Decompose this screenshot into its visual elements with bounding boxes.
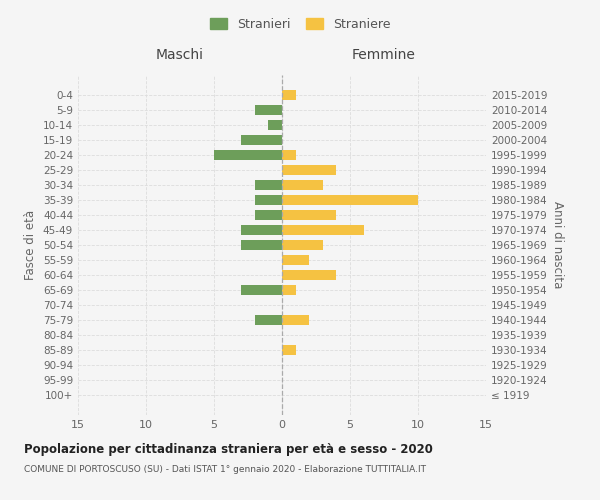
- Bar: [255, 195, 282, 205]
- Text: Maschi: Maschi: [156, 48, 204, 62]
- Bar: [255, 315, 282, 324]
- Bar: [282, 166, 337, 175]
- Bar: [282, 285, 296, 295]
- Text: COMUNE DI PORTOSCUSO (SU) - Dati ISTAT 1° gennaio 2020 - Elaborazione TUTTITALIA: COMUNE DI PORTOSCUSO (SU) - Dati ISTAT 1…: [24, 466, 426, 474]
- Bar: [282, 345, 296, 354]
- Bar: [282, 240, 323, 250]
- Legend: Stranieri, Straniere: Stranieri, Straniere: [206, 14, 394, 34]
- Bar: [282, 90, 296, 100]
- Bar: [282, 150, 296, 160]
- Text: Popolazione per cittadinanza straniera per età e sesso - 2020: Popolazione per cittadinanza straniera p…: [24, 442, 433, 456]
- Bar: [241, 285, 282, 295]
- Y-axis label: Anni di nascita: Anni di nascita: [551, 202, 564, 288]
- Bar: [255, 106, 282, 115]
- Bar: [282, 195, 418, 205]
- Y-axis label: Fasce di età: Fasce di età: [25, 210, 37, 280]
- Bar: [241, 225, 282, 235]
- Bar: [268, 120, 282, 130]
- Bar: [241, 240, 282, 250]
- Bar: [282, 270, 337, 280]
- Text: Femmine: Femmine: [352, 48, 416, 62]
- Bar: [282, 180, 323, 190]
- Bar: [214, 150, 282, 160]
- Bar: [255, 180, 282, 190]
- Bar: [241, 136, 282, 145]
- Bar: [255, 210, 282, 220]
- Bar: [282, 225, 364, 235]
- Bar: [282, 210, 337, 220]
- Bar: [282, 315, 309, 324]
- Bar: [282, 255, 309, 265]
